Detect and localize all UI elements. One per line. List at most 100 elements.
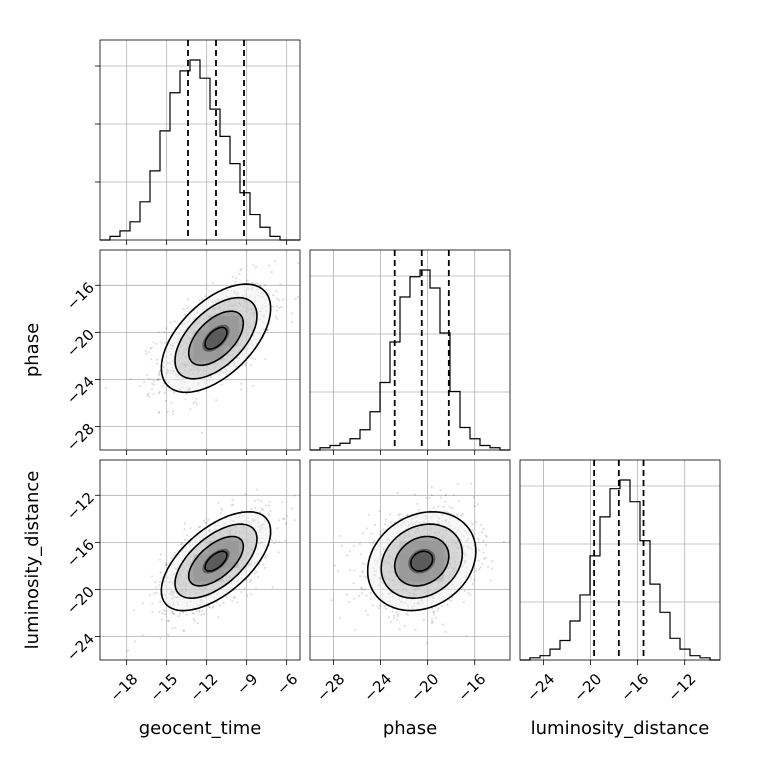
- scatter-point: [159, 637, 162, 640]
- x-tick-label: −24: [523, 670, 558, 705]
- scatter-point: [179, 542, 182, 546]
- scatter-point: [282, 298, 285, 301]
- hist-panel-geocent_time: [99, 39, 301, 241]
- scatter-point: [469, 576, 472, 579]
- scatter-point: [240, 382, 243, 385]
- scatter-point: [267, 504, 271, 507]
- scatter-point: [249, 580, 252, 583]
- contour-line: [187, 310, 245, 367]
- scatter-point: [339, 534, 342, 538]
- scatter-point: [150, 346, 153, 349]
- scatter-point: [225, 596, 229, 599]
- scatter-point: [183, 313, 187, 317]
- scatter-point: [456, 483, 459, 486]
- scatter-point: [182, 629, 185, 632]
- contour-line: [160, 510, 272, 612]
- scatter-point: [158, 372, 161, 375]
- scatter-point: [448, 505, 451, 508]
- scatter-point: [260, 235, 262, 237]
- x-axis-label: geocent_time: [139, 718, 262, 739]
- scatter-point: [384, 518, 387, 521]
- scatter-point: [281, 501, 284, 504]
- contour-line: [174, 296, 258, 380]
- scatter-point: [377, 607, 380, 610]
- scatter-point: [432, 506, 435, 509]
- scatter-point: [192, 612, 195, 616]
- scatter-point: [161, 384, 164, 388]
- scatter-point: [369, 592, 373, 595]
- scatter-point: [398, 517, 402, 521]
- scatter-point: [220, 507, 223, 510]
- scatter-point: [393, 614, 396, 617]
- scatter-point: [155, 342, 158, 345]
- scatter-point: [278, 540, 281, 543]
- scatter-point: [236, 601, 239, 604]
- scatter-point: [474, 521, 478, 524]
- scatter-point: [272, 305, 275, 308]
- contour-line: [204, 550, 228, 572]
- x-tick-label: −15: [146, 670, 181, 705]
- scatter-point: [141, 634, 144, 637]
- scatter-point: [146, 373, 149, 376]
- scatter-point: [239, 388, 243, 391]
- scatter-point: [389, 513, 392, 516]
- scatter-point: [374, 523, 377, 527]
- scatter-point: [378, 604, 382, 607]
- scatter-point: [170, 556, 173, 559]
- hist-panel-luminosity_distance: [519, 459, 721, 661]
- scatter-point: [184, 398, 187, 401]
- scatter-point: [192, 618, 195, 621]
- scatter-point: [160, 576, 163, 579]
- scatter-point: [430, 618, 434, 621]
- y-axis-label: phase: [22, 323, 43, 377]
- scatter-point: [397, 514, 400, 517]
- scatter-point: [457, 499, 460, 503]
- scatter-point: [361, 571, 364, 574]
- scatter-point: [158, 610, 161, 614]
- scatter-point: [266, 554, 269, 557]
- scatter-point: [293, 519, 296, 522]
- scatter-point: [452, 494, 455, 497]
- x-tick-label: −12: [664, 670, 699, 705]
- scatter-point: [200, 613, 203, 616]
- scatter-point: [437, 606, 440, 610]
- scatter-point: [151, 610, 154, 614]
- scatter-point: [483, 557, 486, 561]
- x-tick-label: −28: [313, 670, 348, 705]
- scatter-point: [256, 282, 259, 285]
- contour-line: [204, 326, 228, 350]
- scatter-point: [240, 590, 243, 594]
- scatter-point: [330, 599, 333, 602]
- scatter-point: [250, 507, 253, 511]
- scatter-point: [252, 384, 255, 387]
- scatter-point: [171, 612, 175, 616]
- scatter-point: [151, 382, 154, 385]
- x-tick-label: −20: [570, 670, 605, 705]
- scatter-point: [264, 357, 267, 360]
- x-tick-label: −9: [233, 670, 261, 698]
- scatter-point: [422, 618, 425, 621]
- scatter-point: [193, 620, 196, 623]
- scatter-point: [240, 267, 243, 271]
- scatter-point: [157, 392, 161, 395]
- scatter-point: [431, 620, 434, 624]
- scatter-point: [239, 269, 242, 272]
- scatter-point: [271, 586, 274, 589]
- scatter-point: [208, 606, 212, 609]
- scatter-point: [272, 294, 275, 297]
- y-tick-label: −28: [63, 420, 98, 455]
- scatter-point: [414, 628, 417, 632]
- scatter-point: [173, 455, 175, 457]
- scatter-point: [371, 604, 374, 607]
- scatter-point: [201, 609, 204, 612]
- scatter-point: [230, 504, 233, 507]
- scatter-point: [481, 531, 484, 534]
- scatter-point: [383, 605, 386, 608]
- scatter-point: [348, 569, 352, 572]
- scatter-point: [183, 527, 186, 531]
- scatter-point: [284, 522, 288, 525]
- scatter-point: [434, 616, 438, 620]
- scatter-point: [273, 542, 276, 545]
- scatter-point: [185, 392, 188, 395]
- scatter-point: [183, 629, 186, 632]
